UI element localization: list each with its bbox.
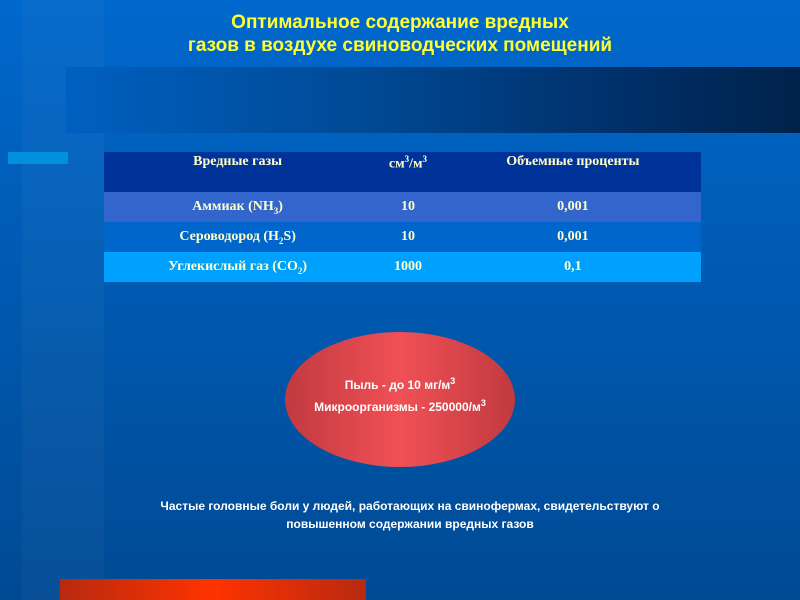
slide-title: Оптимальное содержание вредных газов в в… — [0, 11, 800, 57]
dust-limit: Пыль - до 10 мг/м3 — [344, 376, 456, 392]
ellipse-text: Пыль - до 10 мг/м3 Микроорганизмы - 2500… — [255, 372, 545, 416]
title-line-1: Оптимальное содержание вредных — [231, 12, 569, 33]
footnote-line-2: повышенном содержании вредных газов — [286, 517, 534, 531]
cell-value: 10 — [371, 222, 445, 252]
footnote-line-1: Частые головные боли у людей, работающих… — [160, 499, 660, 513]
header-unit: см3/м3 — [371, 152, 445, 192]
cell-value: 10 — [371, 192, 445, 222]
header-percent: Объемные проценты — [444, 152, 701, 192]
gas-table: Вредные газы см3/м3 Объемные проценты Ам… — [104, 152, 701, 282]
cell-gas: Углекислый газ (CO2) — [104, 252, 372, 282]
table-row: Углекислый газ (CO2) 1000 0,1 — [104, 252, 701, 282]
decor-accent-bar — [8, 152, 68, 164]
cell-value: 1000 — [371, 252, 445, 282]
table-row: Аммиак (NH3) 10 0,001 — [104, 192, 701, 222]
cell-percent: 0,001 — [444, 222, 701, 252]
footnote: Частые головные боли у людей, работающих… — [60, 497, 760, 533]
decor-red-bar — [60, 579, 366, 600]
info-ellipse — [285, 332, 515, 467]
microorganism-limit: Микроорганизмы - 250000/м3 — [314, 398, 486, 414]
table-row: Сероводород (H2S) 10 0,001 — [104, 222, 701, 252]
decor-gradient-band — [66, 67, 800, 133]
cell-gas: Сероводород (H2S) — [104, 222, 372, 252]
cell-percent: 0,001 — [444, 192, 701, 222]
title-line-2: газов в воздухе свиноводческих помещений — [187, 35, 613, 56]
table-header: Вредные газы см3/м3 Объемные проценты — [104, 152, 701, 192]
header-gas: Вредные газы — [104, 152, 372, 192]
cell-percent: 0,1 — [444, 252, 701, 282]
cell-gas: Аммиак (NH3) — [104, 192, 372, 222]
